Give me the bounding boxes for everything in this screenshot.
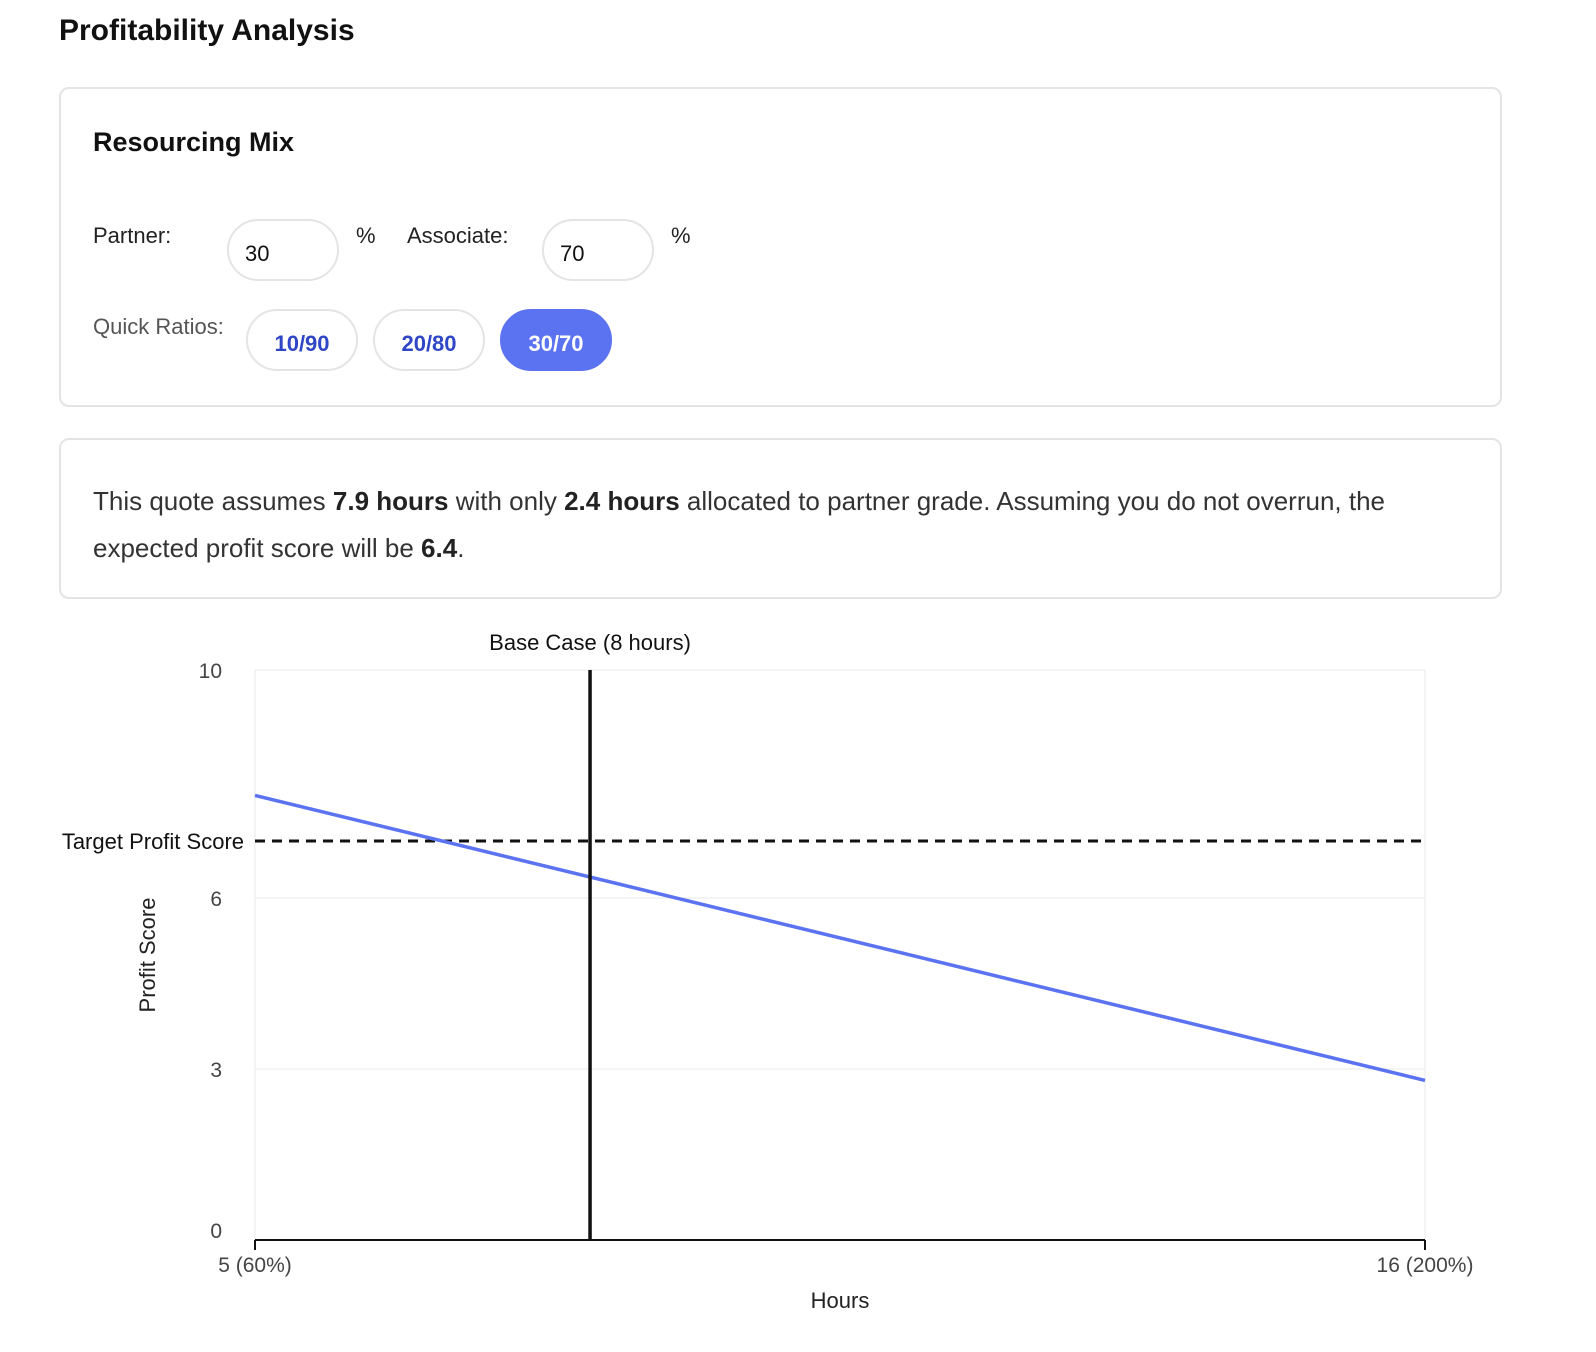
total-hours-value: 7.9 hours — [332, 486, 449, 516]
y-axis-title: Profit Score — [135, 898, 160, 1013]
base-case-label: Base Case (8 hours) — [489, 630, 691, 655]
resourcing-mix-title: Resourcing Mix — [93, 127, 295, 157]
x-axis-title: Hours — [811, 1288, 870, 1313]
ratio-button-10-90[interactable]: 10/90 — [246, 309, 358, 371]
y-tick-label: 3 — [210, 1059, 222, 1082]
partner-percent-symbol: % — [356, 223, 376, 248]
summary-card: This quote assumes 7.9 hours with only 2… — [59, 438, 1502, 599]
ratio-button-30-70[interactable]: 30/70 — [500, 309, 612, 371]
partner-percent-input[interactable] — [227, 219, 339, 281]
associate-label: Associate: — [407, 223, 509, 248]
partner-label: Partner: — [93, 223, 172, 248]
y-tick-label: 6 — [210, 888, 222, 911]
y-tick-label: 10 — [199, 660, 222, 683]
resourcing-mix-card: Resourcing Mix Partner: % Associate: % Q… — [59, 87, 1502, 407]
ratio-button-20-80[interactable]: 20/80 — [373, 309, 485, 371]
associate-percent-input[interactable] — [542, 219, 654, 281]
quick-ratios-label: Quick Ratios: — [93, 314, 224, 339]
target-profit-label: Target Profit Score — [62, 829, 244, 854]
page-title: Profitability Analysis — [59, 14, 355, 47]
associate-percent-symbol: % — [671, 223, 691, 248]
summary-text: This quote assumes 7.9 hours with only 2… — [93, 486, 1386, 563]
profit-score-series-line — [254, 793, 1426, 1083]
expected-score-value: 6.4 — [421, 533, 458, 563]
partner-hours-value: 2.4 hours — [564, 486, 680, 516]
y-tick-label: 0 — [210, 1220, 222, 1243]
profit-score-chart: 5 (60%) 16 (200%) 0 3 6 10 Hours Profit Score Ta… — [62, 630, 1474, 1313]
x-tick-label: 16 (200%) — [1377, 1254, 1474, 1277]
x-tick-label: 5 (60%) — [218, 1254, 292, 1277]
